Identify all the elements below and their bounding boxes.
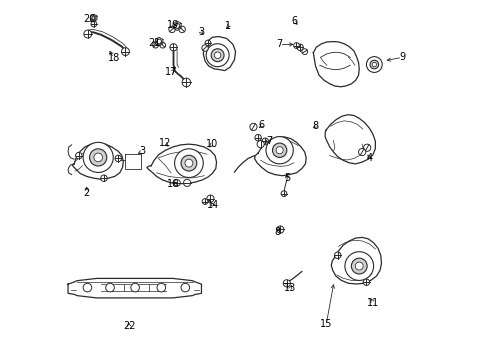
Circle shape [184,159,192,167]
Circle shape [363,144,370,151]
Circle shape [206,44,228,67]
Circle shape [296,44,303,50]
Circle shape [272,143,286,157]
Circle shape [276,226,284,233]
Circle shape [121,48,129,55]
Polygon shape [72,143,123,179]
Circle shape [358,148,365,156]
Polygon shape [203,37,235,71]
Circle shape [334,252,340,258]
Circle shape [301,49,307,54]
Text: 7: 7 [265,136,271,145]
Circle shape [206,195,214,202]
Text: 14: 14 [206,200,219,210]
Text: 7: 7 [276,40,282,49]
Circle shape [179,26,185,33]
Text: 9: 9 [398,52,405,62]
Text: 6: 6 [290,17,296,27]
Text: 3: 3 [198,27,204,37]
Text: 5: 5 [283,173,289,183]
Polygon shape [325,115,375,164]
Text: 8: 8 [312,121,318,131]
Circle shape [293,42,299,48]
Text: 2: 2 [83,188,90,198]
Circle shape [160,42,165,48]
Circle shape [157,283,165,292]
Text: 8: 8 [274,227,280,237]
Polygon shape [68,278,201,298]
Circle shape [182,78,190,87]
Polygon shape [173,21,181,31]
Circle shape [249,123,257,131]
Circle shape [76,152,82,159]
Circle shape [363,279,369,285]
Circle shape [89,149,106,166]
Text: 17: 17 [164,67,177,77]
Circle shape [168,26,175,33]
Circle shape [202,45,208,51]
Circle shape [202,199,207,204]
Circle shape [131,283,139,292]
Circle shape [265,136,293,164]
Circle shape [366,57,382,72]
Text: 18: 18 [107,53,120,63]
Text: 6: 6 [258,121,264,130]
Circle shape [214,52,221,58]
Text: 20: 20 [83,14,96,24]
Circle shape [83,30,92,38]
Text: 11: 11 [366,298,378,308]
Text: 1: 1 [225,21,231,31]
Circle shape [174,180,180,186]
Polygon shape [147,144,216,184]
Text: 4: 4 [366,153,371,163]
Circle shape [174,149,203,177]
Polygon shape [254,137,305,176]
Circle shape [254,134,261,141]
Polygon shape [330,237,381,284]
Text: 3: 3 [139,146,145,156]
Circle shape [83,142,113,172]
Circle shape [351,258,366,274]
Circle shape [101,175,107,181]
Circle shape [152,42,158,48]
Text: 21: 21 [148,38,160,48]
Text: 12: 12 [159,139,171,148]
Circle shape [369,60,378,69]
Circle shape [105,283,114,292]
Circle shape [371,62,376,67]
Circle shape [181,155,196,171]
Text: 16: 16 [167,179,179,189]
Text: 10: 10 [205,139,218,149]
Circle shape [115,155,121,162]
Circle shape [183,179,190,186]
Text: 15: 15 [320,319,332,329]
Text: 19: 19 [167,20,179,30]
Circle shape [211,49,224,62]
Circle shape [276,147,283,154]
Circle shape [262,138,268,144]
Polygon shape [155,37,163,46]
Circle shape [283,280,290,287]
Circle shape [181,283,189,292]
Circle shape [91,21,97,27]
Circle shape [355,262,363,270]
Circle shape [257,140,264,148]
Circle shape [344,252,373,280]
Circle shape [169,44,177,51]
Polygon shape [91,14,97,22]
Circle shape [204,40,210,46]
Circle shape [83,283,92,292]
Circle shape [94,153,102,162]
Text: 13: 13 [284,283,296,293]
Polygon shape [313,41,359,87]
Text: 22: 22 [122,321,135,331]
Circle shape [281,191,286,197]
